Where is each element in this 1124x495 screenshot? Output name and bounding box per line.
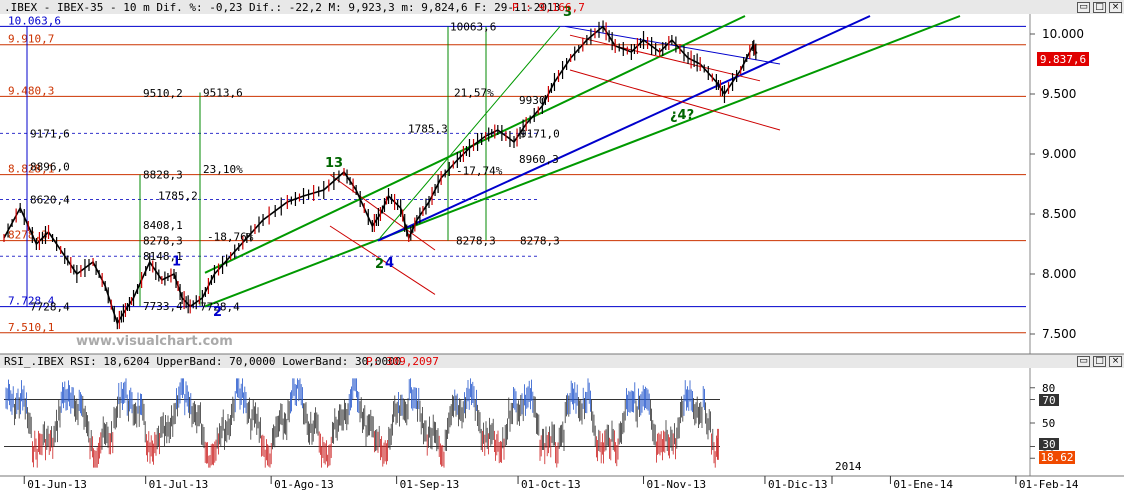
wave-label: 1 <box>172 255 181 270</box>
fib-label: 8960,3 <box>519 153 559 166</box>
fib-label: 7733,4 <box>143 300 183 313</box>
price-series <box>3 20 758 330</box>
level-label: 8278,3 <box>8 229 48 242</box>
percent-annotation: -18,76% <box>207 230 254 243</box>
fib-label: 8620,4 <box>30 194 70 207</box>
wave-label: ¿4? <box>670 108 694 123</box>
rsi-lower-badge-bg <box>1039 438 1059 450</box>
price-axis: 10.000 9.500 9.000 8.500 8.000 7.500 <box>1030 27 1084 341</box>
rsi-series <box>5 378 719 468</box>
percent-annotation: 21,57% <box>454 86 494 99</box>
level-label: 7.510,1 <box>8 321 54 334</box>
close-button[interactable]: × <box>1109 2 1122 13</box>
rsi-restore-button[interactable]: ▭ <box>1077 356 1090 367</box>
fib-label: 8278,3 <box>520 235 560 248</box>
time-label: 01-Sep-13 <box>400 478 460 491</box>
fib-label: 8148,1 <box>143 250 183 263</box>
channel-line <box>379 26 561 239</box>
wave-label: 2 <box>213 305 222 320</box>
level-label: 9.910,7 <box>8 33 54 46</box>
rsi-upper-badge-bg <box>1039 394 1059 406</box>
level-label: 8.828,1 <box>8 163 54 176</box>
last-price-badge: 9.837,6 <box>1040 53 1086 66</box>
last-price-badge-bg <box>1037 52 1089 66</box>
time-label: 01-Ene-14 <box>893 478 953 491</box>
rsi-lower-badge: 30 <box>1042 438 1055 451</box>
rsi-close-button[interactable]: × <box>1109 356 1122 367</box>
fib-label: 8828,3 <box>143 169 183 182</box>
wave-label: 4 <box>385 256 394 271</box>
percent-annotation: -17,74% <box>456 164 503 177</box>
rsi-tick-label: 80 <box>1042 382 1055 395</box>
fib-label: 9513,6 <box>203 86 243 99</box>
price-tick-label: 9.000 <box>1042 147 1076 161</box>
channel-line <box>377 15 871 242</box>
fib-label: 9930 <box>519 94 546 107</box>
percent-annotation: 1785,3 <box>408 122 448 135</box>
percent-annotation: 1785,2 <box>158 190 198 203</box>
price-tick-label: 9.500 <box>1042 87 1076 101</box>
wave-label: 13 <box>325 156 343 171</box>
time-label: 2014 <box>835 460 862 473</box>
time-label: 01-Ago-13 <box>274 478 334 491</box>
rsi-last-badge: 18.62 <box>1040 451 1073 464</box>
fib-label: 9171,6 <box>30 127 70 140</box>
level-label: 10.063,6 <box>8 14 61 27</box>
channel-line <box>569 69 781 131</box>
watermark: www.visualchart.com <box>76 334 233 349</box>
fib-label: 10063,6 <box>450 20 496 33</box>
fib-label: 9510,2 <box>143 87 183 100</box>
price-tick-label: 7.500 <box>1042 327 1076 341</box>
level-label: 7.728,4 <box>8 295 55 308</box>
price-tick-label: 8.000 <box>1042 267 1076 281</box>
channel-line <box>569 34 761 82</box>
percent-annotation: 23,10% <box>203 163 243 176</box>
main-header-p: P : 9,166,7 <box>512 1 585 14</box>
price-tick-label: 8.500 <box>1042 207 1076 221</box>
wave-label: 2 <box>375 257 384 272</box>
horizontal-levels: 10.063,6 9.910,7 9.480,3 8.828,1 8278,3 7.728… <box>0 14 1026 334</box>
time-axis: 01-Jun-13 01-Jul-13 01-Ago-13 01-Sep-13 01-O… <box>23 460 1079 491</box>
rsi-last-badge-bg <box>1039 451 1075 464</box>
price-tick-label: 10.000 <box>1042 27 1084 41</box>
fib-label: 8278,3 <box>143 235 183 248</box>
chart-annotations: 9510,2 9513,6 9171,6 8896,0 8828,3 8620,4 8408… <box>30 5 694 320</box>
channel-line <box>329 225 436 295</box>
maximize-button[interactable]: □ <box>1093 2 1106 13</box>
fib-label: 8896,0 <box>30 160 70 173</box>
time-label: 01-Dic-13 <box>768 478 828 491</box>
rsi-header: RSI_.IBEX RSI: 18,6204 UpperBand: 70,000… <box>4 355 401 368</box>
rsi-header-p: P: 309,2097 <box>366 355 439 368</box>
wave-label: 3 <box>563 5 572 20</box>
time-label: 01-Jun-13 <box>27 478 87 491</box>
rsi-upper-badge: 70 <box>1042 394 1055 407</box>
level-label: 9.480,3 <box>8 84 54 97</box>
fib-label: 8278,3 <box>456 235 496 248</box>
fib-label: 9171,0 <box>520 127 560 140</box>
fib-label: 8408,1 <box>143 219 183 232</box>
fib-label: 7728,4 <box>30 301 70 314</box>
restore-button[interactable]: ▭ <box>1077 2 1090 13</box>
rsi-tick-label: 50 <box>1042 417 1055 430</box>
time-label: 01-Jul-13 <box>149 478 209 491</box>
time-label: 01-Oct-13 <box>521 478 581 491</box>
time-label: 01-Feb-14 <box>1019 478 1079 491</box>
main-header: .IBEX - IBEX-35 - 10 m Dif. %: -0,23 Dif… <box>4 1 560 14</box>
fib-label: 7728,4 <box>200 301 240 314</box>
time-label: 01-Nov-13 <box>647 478 707 491</box>
rsi-maximize-button[interactable]: □ <box>1093 356 1106 367</box>
channel-line <box>204 15 961 308</box>
